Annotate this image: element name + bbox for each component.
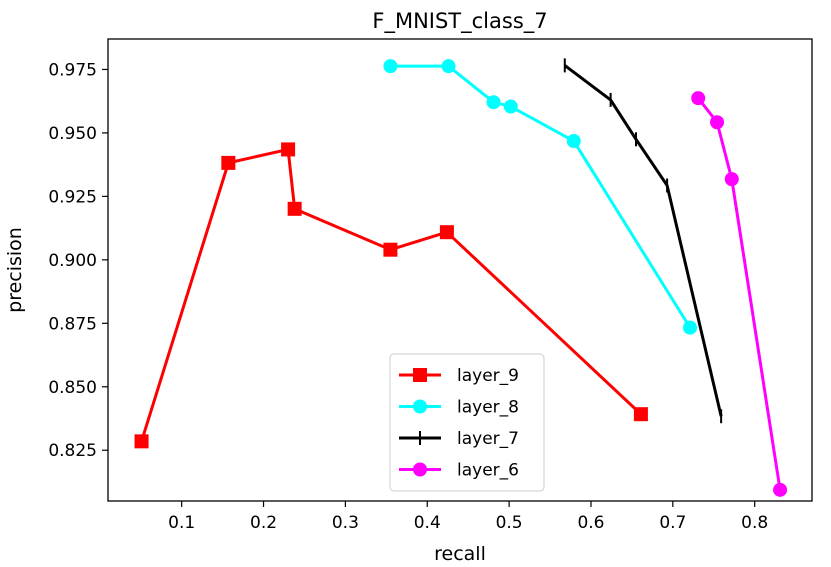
layer-8-point [441, 59, 456, 74]
y-tick-label: 0.900 [48, 251, 97, 271]
legend: layer_9 layer_8 layer_7 layer_6 [389, 353, 545, 492]
series-layer-9 [134, 142, 648, 449]
y-tick-label: 0.950 [48, 124, 97, 144]
layer-9-point [281, 142, 296, 157]
legend-layer-9-label: layer_9 [457, 366, 519, 386]
layer-9-point [134, 434, 149, 449]
layer-6-line [697, 97, 782, 491]
layer-9-point [287, 201, 302, 216]
y-axis-label: precision [4, 227, 26, 313]
layer-8-point [683, 320, 698, 335]
legend-layer-9-marker [413, 368, 427, 382]
x-tick-label: 0.4 [414, 513, 441, 533]
y-tick-label: 0.975 [48, 60, 97, 80]
layer-8-line [390, 64, 692, 329]
x-tick-label: 0.1 [168, 513, 195, 533]
y-axis-ticks: 0.825 0.850 0.875 0.900 0.925 0.950 0.975 [48, 60, 108, 461]
legend-item-layer-7: layer_7 [399, 429, 519, 449]
x-tick-label: 0.7 [659, 513, 686, 533]
x-tick-label: 0.3 [332, 513, 359, 533]
x-tick-label: 0.2 [250, 513, 277, 533]
layer-6-point [710, 115, 725, 130]
x-tick-label: 0.6 [577, 513, 604, 533]
y-tick-label: 0.850 [48, 378, 97, 398]
chart-title: F_MNIST_class_7 [372, 9, 547, 34]
legend-box [389, 353, 545, 492]
x-axis-label: recall [434, 543, 486, 565]
x-tick-label: 0.5 [496, 513, 523, 533]
legend-item-layer-9: layer_9 [399, 366, 519, 386]
layer-8-point [566, 134, 581, 149]
legend-layer-6-marker [413, 462, 427, 477]
layer-8-point [383, 59, 398, 74]
series-layer [134, 58, 788, 497]
series-layer-7 [563, 58, 723, 424]
x-tick-label: 0.8 [741, 513, 768, 533]
legend-layer-8-label: layer_8 [457, 398, 519, 418]
y-tick-label: 0.925 [48, 187, 97, 207]
y-tick-label: 0.875 [48, 314, 97, 334]
y-tick-label: 0.825 [48, 441, 97, 461]
legend-layer-7-label: layer_7 [457, 429, 519, 449]
layer-9-point [383, 242, 398, 257]
layer-6-point [773, 482, 788, 497]
legend-layer-6-label: layer_6 [457, 461, 519, 481]
x-axis-ticks: 0.1 0.2 0.3 0.4 0.5 0.6 0.7 0.8 [168, 501, 768, 533]
layer-9-point [439, 225, 454, 240]
legend-item-layer-8: layer_8 [399, 398, 519, 418]
layer-8-point [486, 95, 501, 110]
layer-6-point [724, 172, 739, 187]
layer-6-point [691, 91, 706, 106]
legend-item-layer-6: layer_6 [399, 461, 519, 481]
legend-layer-8-marker [413, 399, 427, 414]
layer-9-point [633, 407, 648, 422]
series-layer-6 [691, 91, 788, 497]
series-layer-8 [383, 59, 698, 335]
layer-8-point [503, 99, 518, 114]
layer-9-point [221, 155, 236, 170]
